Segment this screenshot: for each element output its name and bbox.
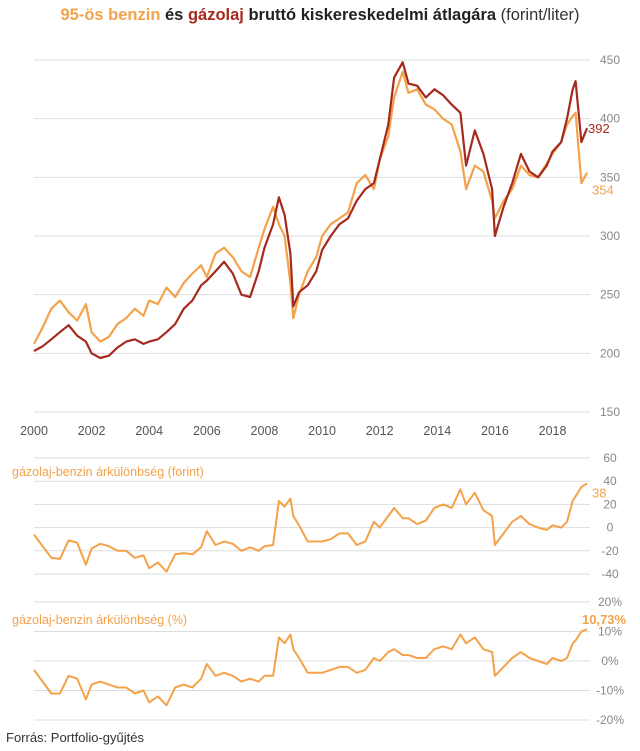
series-line-1 (33, 70, 589, 345)
y-tick-label: 400 (600, 112, 620, 126)
title-unit: (forint/liter) (496, 6, 580, 24)
pct-y-ticks: 20% 10% 0% -10% -20% (596, 595, 624, 727)
title-conj: és (160, 6, 188, 24)
x-tick-label: 2018 (539, 424, 567, 438)
title-benzin: 95-ös benzin (60, 6, 161, 24)
y-tick-label: -10% (596, 684, 624, 698)
end-label-benzin: 354 (592, 183, 614, 198)
x-tick-label: 2000 (20, 424, 48, 438)
y-tick-label: 150 (600, 405, 620, 419)
diff-grid (34, 457, 590, 575)
diff-panel-title: gázolaj-benzin árkülönbség (forint) (12, 465, 204, 479)
main-lines: 392 354 (33, 61, 614, 360)
pct-panel-title: gázolaj-benzin árkülönbség (%) (12, 613, 187, 627)
main-grid (34, 59, 590, 413)
y-tick-label: 450 (600, 53, 620, 67)
x-tick-label: 2006 (193, 424, 221, 438)
x-tick-label: 2004 (135, 424, 163, 438)
y-tick-label: 250 (600, 288, 620, 302)
x-ticks: 2000 2002 2004 2006 2008 2010 2012 2014 2016 2018 (20, 424, 566, 438)
x-tick-label: 2008 (251, 424, 279, 438)
y-tick-label: 40 (603, 474, 617, 488)
end-label-gazolaj: 392 (588, 121, 610, 136)
source-note: Forrás: Portfolio-gyűjtés (6, 730, 144, 745)
y-tick-label: -20 (601, 544, 619, 558)
series-line-1 (33, 628, 588, 707)
end-label-pct: 10,73% (582, 612, 627, 627)
y-tick-label: 60 (603, 451, 617, 465)
pct-lines: 10,73% (33, 612, 627, 707)
x-tick-label: 2002 (78, 424, 106, 438)
y-tick-label: 10% (598, 625, 622, 639)
x-tick-label: 2014 (423, 424, 451, 438)
series-line-2 (33, 61, 589, 360)
title-rest: bruttó kiskereskedelmi átlagára (243, 6, 497, 24)
diff-lines: 38 (33, 482, 606, 573)
x-tick-label: 2010 (308, 424, 336, 438)
y-tick-label: 350 (600, 170, 620, 184)
main-y-ticks: 450 400 350 300 250 200 150 (600, 53, 620, 419)
y-tick-label: 20% (598, 595, 622, 609)
pct-grid (34, 601, 590, 721)
series-line-1 (33, 482, 588, 573)
end-label-diff: 38 (592, 486, 606, 501)
y-tick-label: -40 (601, 567, 619, 581)
x-tick-label: 2012 (366, 424, 394, 438)
chart-title: 95-ös benzin és gázolaj bruttó kiskeresk… (0, 6, 640, 25)
y-tick-label: -20% (596, 713, 624, 727)
title-gazolaj: gázolaj (187, 6, 244, 24)
x-tick-label: 2016 (481, 424, 509, 438)
y-tick-label: 20 (603, 497, 617, 511)
y-tick-label: 0 (607, 521, 614, 535)
y-tick-label: 300 (600, 229, 620, 243)
y-tick-label: 0% (601, 654, 619, 668)
diff-y-ticks: 60 40 20 0 -20 -40 (601, 451, 619, 581)
y-tick-label: 200 (600, 346, 620, 360)
